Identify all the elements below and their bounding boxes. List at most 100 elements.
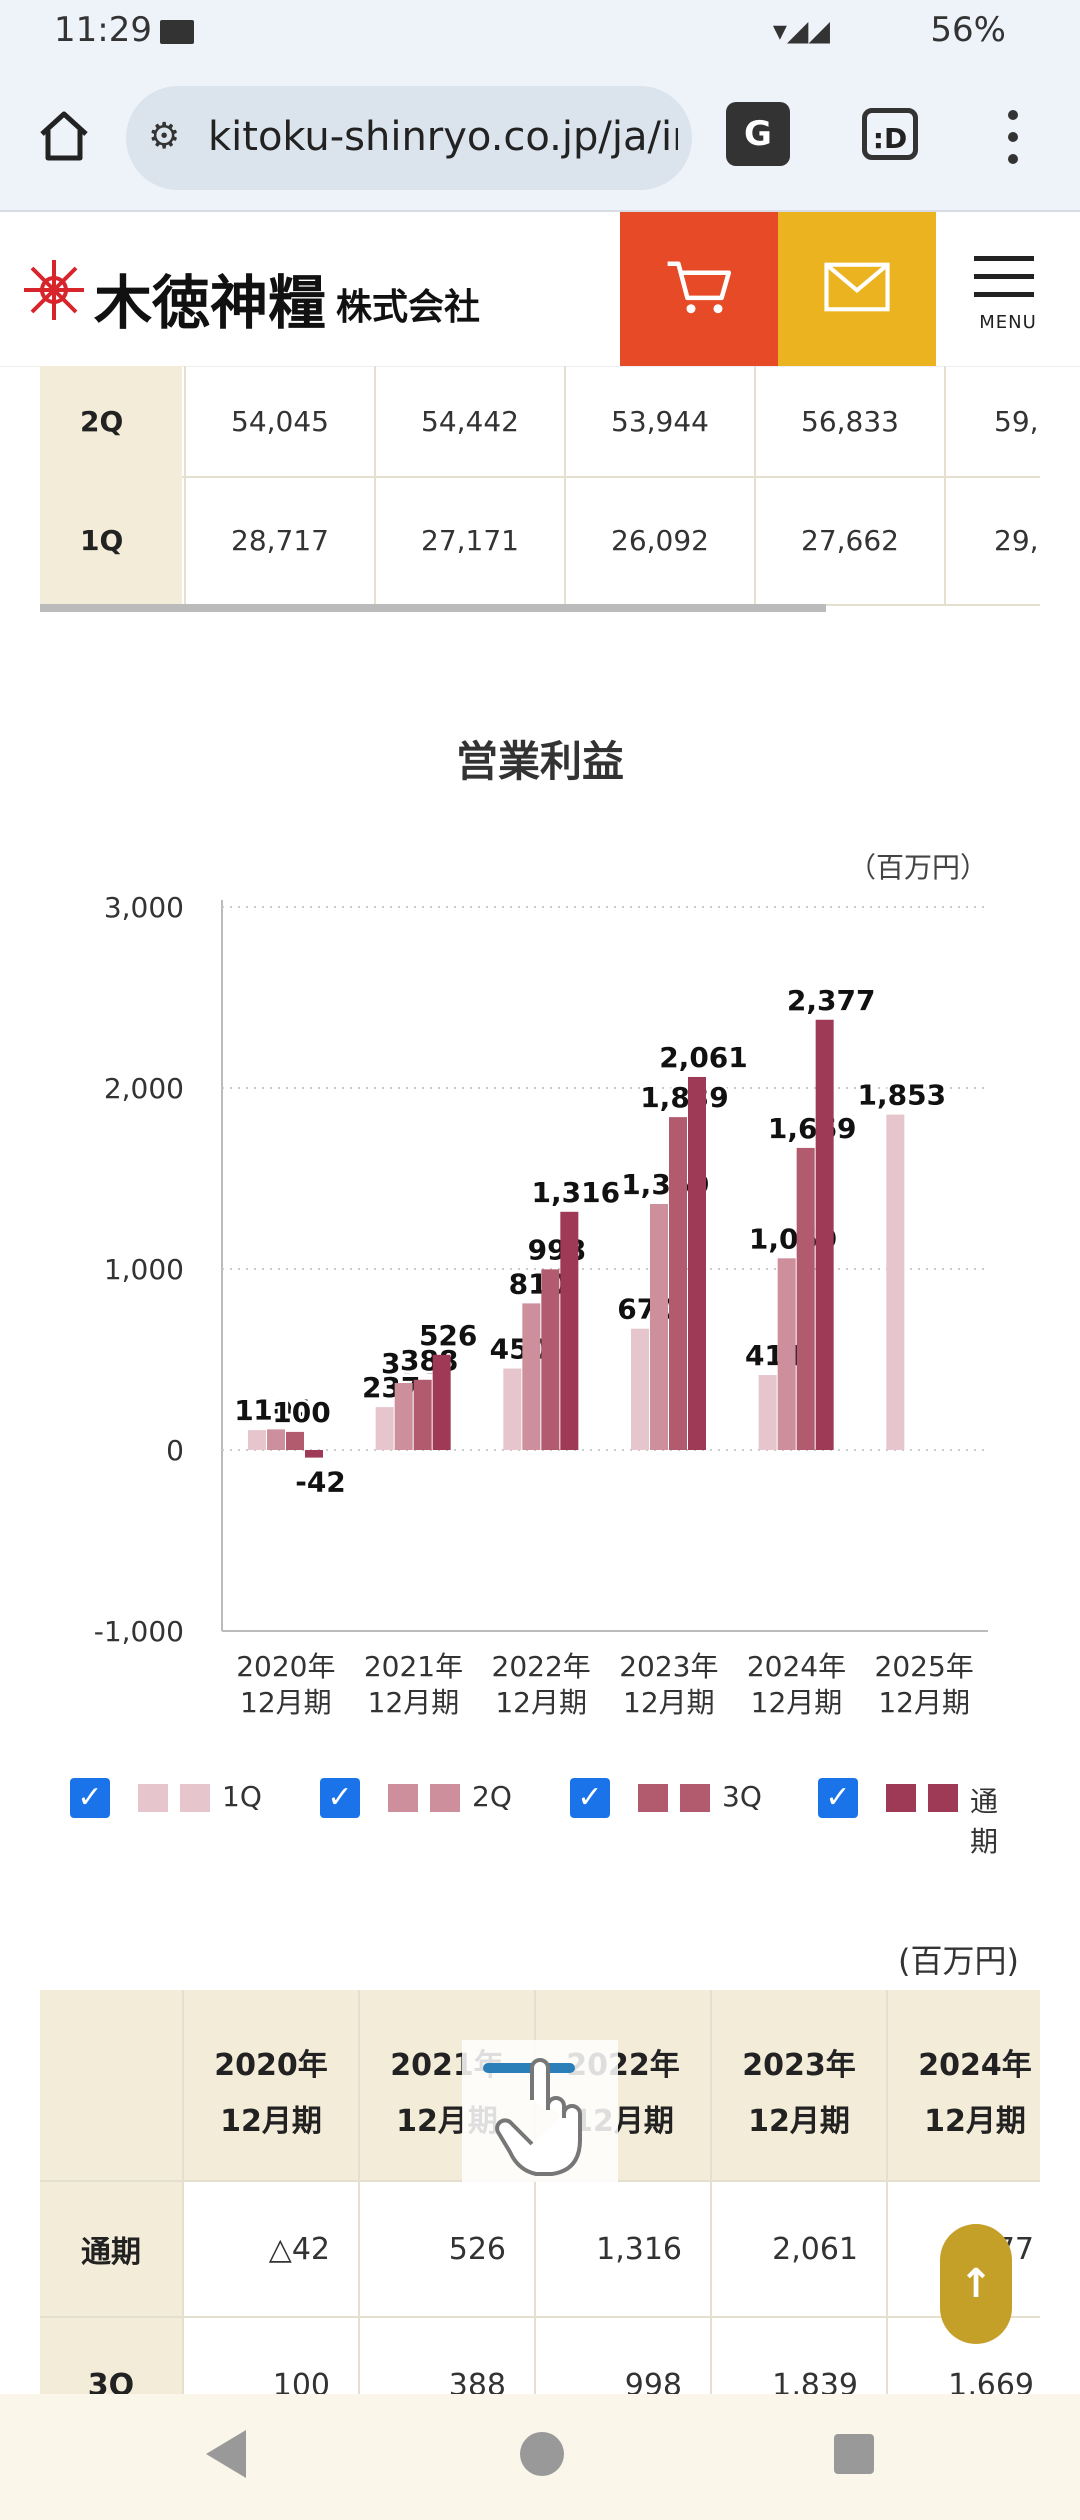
signal-icons: ▾◢◢ <box>772 14 830 47</box>
more-menu-icon[interactable] <box>1004 110 1020 166</box>
legend-label: 1Q <box>222 1780 262 1813</box>
chart-unit: （百万円） <box>848 851 989 884</box>
data-label: 2,061 <box>659 1041 748 1074</box>
column-header: 2020年 12月期 <box>184 1990 360 2180</box>
x-tick-label: 2025年 <box>875 1650 974 1683</box>
y-tick-label: 0 <box>166 1434 184 1467</box>
table-cell: 26,092 <box>564 476 754 604</box>
x-tick-label: 12月期 <box>368 1686 460 1719</box>
data-label: 526 <box>419 1319 477 1352</box>
legend-swatch <box>886 1784 916 1812</box>
system-nav-bar <box>0 2394 1080 2520</box>
chart-title: 営業利益 <box>455 737 624 786</box>
x-tick-label: 2024年 <box>747 1650 846 1683</box>
hamburger-icon <box>974 256 1034 261</box>
browser-toolbar: ⚙ kitoku-shinryo.co.jp/ja/ir G :D <box>0 66 1080 212</box>
bar-4 <box>305 1450 323 1458</box>
table-cell: 2,061 <box>712 2180 888 2316</box>
envelope-icon <box>824 262 890 312</box>
x-tick-label: 12月期 <box>240 1686 332 1719</box>
bar-2 <box>777 1258 796 1450</box>
data-label: 1,853 <box>858 1079 947 1112</box>
bar-4 <box>688 1076 706 1450</box>
data-label: 1,839 <box>640 1081 729 1114</box>
data-label: 370 <box>381 1347 439 1380</box>
table-cell: 54,442 <box>374 366 564 476</box>
data-label: 114 <box>253 1393 311 1426</box>
hamburger-menu-button[interactable]: MENU <box>936 212 1080 366</box>
status-bar: 11:29 ▾◢◢ 56% <box>0 0 1080 66</box>
row-header: 通期 <box>40 2180 184 2316</box>
table-cell: 28,717 <box>184 476 374 604</box>
row-header: 1Q <box>40 476 182 604</box>
checkbox-2q[interactable]: ✓ <box>320 1778 360 1818</box>
legend-label: 2Q <box>472 1780 512 1813</box>
table-cell: 27,662 <box>754 476 944 604</box>
bar-3 <box>541 1269 560 1450</box>
checkbox-1q[interactable]: ✓ <box>70 1778 110 1818</box>
checkbox-full-year[interactable]: ✓ <box>818 1778 858 1818</box>
data-label: 100 <box>272 1396 330 1429</box>
data-label: 1,669 <box>768 1112 857 1145</box>
back-to-top-button[interactable]: ↑ <box>940 2224 1012 2344</box>
row-header: 2Q <box>40 366 182 476</box>
x-tick-label: 12月期 <box>495 1686 587 1719</box>
url-text[interactable]: kitoku-shinryo.co.jp/ja/ir <box>208 114 678 160</box>
bar-2 <box>394 1383 413 1450</box>
table-row: 2Q 54,045 54,442 53,944 56,833 59, <box>40 366 1040 478</box>
legend-swatch <box>138 1784 168 1812</box>
table-cell: 27,171 <box>374 476 564 604</box>
x-tick-label: 2022年 <box>492 1650 591 1683</box>
bar-2 <box>650 1204 668 1450</box>
column-header: 2023年 12月期 <box>712 1990 888 2180</box>
table-cell: 29, <box>944 476 1040 604</box>
bar-3 <box>796 1147 815 1450</box>
horizontal-scrollbar[interactable] <box>40 604 826 612</box>
legend-swatch <box>680 1784 710 1812</box>
home-circle-icon[interactable] <box>520 2432 564 2476</box>
legend-swatch <box>928 1784 958 1812</box>
column-header: 2024年 12月期 <box>888 1990 1040 2180</box>
data-label: 1,316 <box>532 1176 621 1209</box>
table-cell: 56,833 <box>754 366 944 476</box>
contact-button[interactable] <box>778 212 936 366</box>
bar-4 <box>815 1019 834 1450</box>
table-corner <box>40 1990 184 2180</box>
status-time: 11:29 <box>54 10 152 50</box>
battery-level: 56% <box>930 10 1006 50</box>
back-icon[interactable] <box>206 2430 246 2478</box>
recent-apps-icon[interactable] <box>834 2434 874 2474</box>
bar-1 <box>248 1430 266 1450</box>
swipe-hand-icon <box>483 2058 582 2176</box>
bar-2 <box>522 1303 541 1450</box>
tab-switcher-button[interactable]: :D <box>862 108 918 160</box>
home-icon[interactable] <box>34 106 94 166</box>
swipe-hint-overlay <box>462 2040 618 2182</box>
data-label: 2,377 <box>787 984 876 1017</box>
legend-label: 3Q <box>722 1780 762 1813</box>
shop-button[interactable] <box>620 212 778 366</box>
bar-1 <box>503 1368 522 1450</box>
company-logo-mark[interactable] <box>20 256 88 324</box>
checkbox-3q[interactable]: ✓ <box>570 1778 610 1818</box>
table-cell: 1,316 <box>536 2180 712 2316</box>
x-tick-label: 2021年 <box>364 1650 463 1683</box>
site-header: 木徳神糧 株式会社 MENU <box>0 212 1080 367</box>
menu-label: MENU <box>979 312 1037 333</box>
x-tick-label: 12月期 <box>878 1686 970 1719</box>
legend-label: 通期 <box>970 1785 999 1858</box>
bar-1 <box>631 1328 649 1450</box>
x-tick-label: 2023年 <box>619 1650 718 1683</box>
x-tick-label: 2020年 <box>236 1650 335 1683</box>
bar-3 <box>286 1431 304 1450</box>
data-label: -42 <box>295 1466 346 1499</box>
bar-3 <box>669 1117 687 1450</box>
company-logo-text[interactable]: 木徳神糧 <box>94 269 327 337</box>
translate-icon[interactable]: G <box>726 102 790 166</box>
site-settings-icon[interactable]: ⚙ <box>148 116 181 157</box>
bar-1 <box>758 1375 777 1450</box>
operating-profit-chart: 3,0002,0001,0000-1,000110114100-422020年1… <box>94 891 988 1719</box>
bar-3 <box>413 1379 432 1450</box>
address-bar[interactable]: ⚙ kitoku-shinryo.co.jp/ja/ir <box>126 86 692 190</box>
company-logo-suffix[interactable]: 株式会社 <box>336 287 481 328</box>
